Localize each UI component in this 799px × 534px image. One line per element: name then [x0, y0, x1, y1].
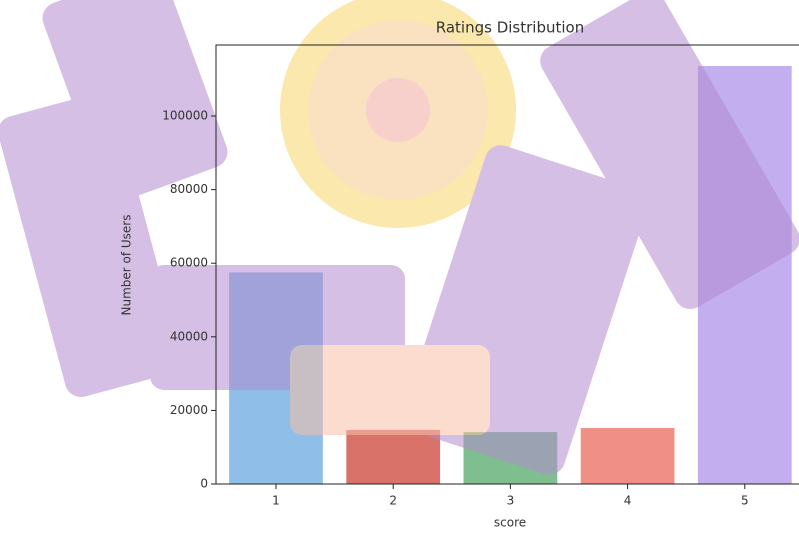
axes-frame: [215, 44, 799, 485]
y-tick-label: 40000: [170, 329, 208, 343]
y-tick-label: 80000: [170, 182, 208, 196]
x-tick-label: 4: [624, 494, 632, 508]
x-axis-label: score: [494, 516, 526, 530]
x-tick-label: 1: [272, 494, 280, 508]
y-tick-label: 60000: [170, 256, 208, 270]
y-axis-label: Number of Users: [120, 214, 134, 315]
chart-title: Ratings Distribution: [436, 19, 584, 37]
y-tick-label: 0: [200, 477, 208, 491]
y-tick-label: 100000: [162, 109, 208, 123]
decor-circle: [366, 78, 430, 142]
decor-shape: [0, 93, 182, 397]
bar: [580, 428, 675, 484]
x-tick-label: 2: [389, 494, 397, 508]
bar: [346, 429, 441, 484]
watermark-overlay: [0, 0, 799, 475]
decor-shape: [540, 0, 799, 310]
y-tick-label: 20000: [170, 403, 208, 417]
x-tick-label: 5: [741, 494, 749, 508]
decor-shape: [290, 345, 490, 435]
x-tick-label: 3: [507, 494, 515, 508]
axes: Ratings Distribution score Number of Use…: [120, 19, 799, 530]
